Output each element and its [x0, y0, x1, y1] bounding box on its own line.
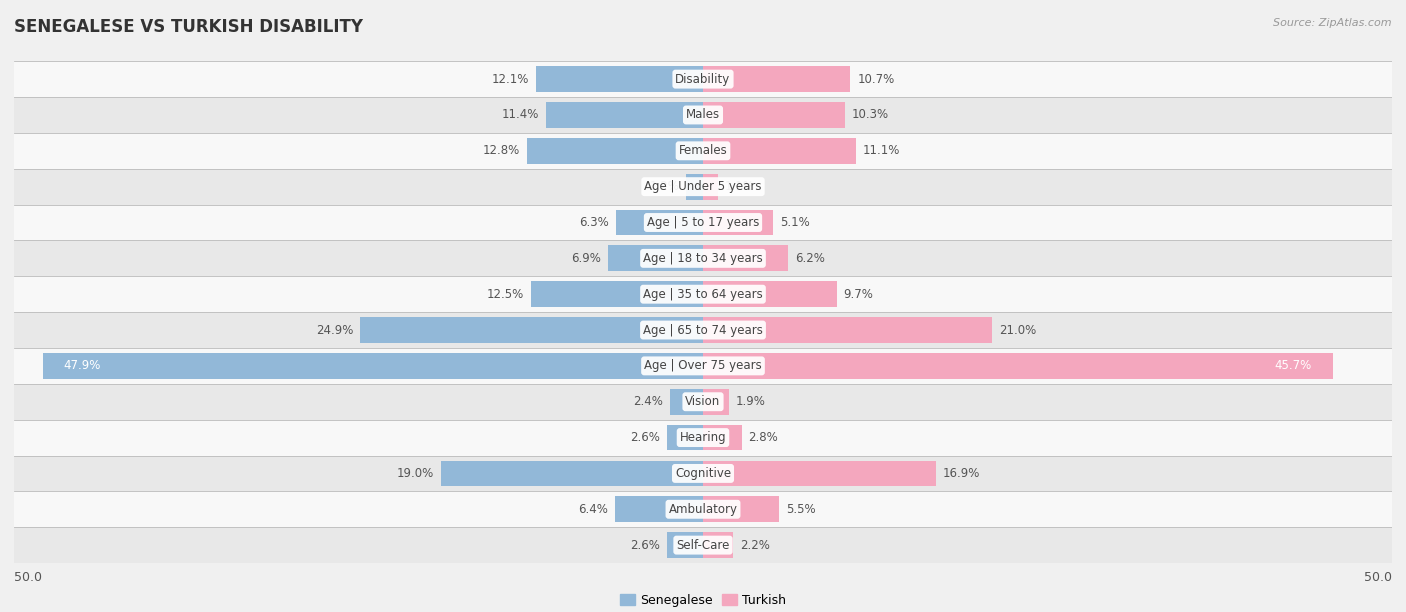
Bar [703, 353, 1333, 379]
Text: 1.2%: 1.2% [650, 180, 679, 193]
Text: 1.1%: 1.1% [725, 180, 755, 193]
Bar [703, 389, 730, 415]
Legend: Senegalese, Turkish: Senegalese, Turkish [614, 589, 792, 612]
Bar [703, 532, 734, 558]
Bar [536, 66, 703, 92]
Bar [703, 66, 851, 92]
Text: 6.2%: 6.2% [796, 252, 825, 265]
Text: 2.8%: 2.8% [748, 431, 778, 444]
Text: Age | 35 to 64 years: Age | 35 to 64 years [643, 288, 763, 300]
Text: 6.3%: 6.3% [579, 216, 609, 229]
Text: 12.8%: 12.8% [482, 144, 520, 157]
Text: 2.6%: 2.6% [630, 539, 661, 551]
Text: 5.1%: 5.1% [780, 216, 810, 229]
Bar [703, 102, 845, 128]
Bar [14, 169, 1392, 204]
Text: 5.5%: 5.5% [786, 503, 815, 516]
Text: Age | Over 75 years: Age | Over 75 years [644, 359, 762, 372]
Text: 50.0: 50.0 [14, 571, 42, 584]
Bar [360, 317, 703, 343]
Text: 12.1%: 12.1% [492, 73, 530, 86]
Text: 2.4%: 2.4% [633, 395, 664, 408]
Bar [531, 282, 703, 307]
Text: Self-Care: Self-Care [676, 539, 730, 551]
Bar [668, 532, 703, 558]
Text: 11.1%: 11.1% [863, 144, 900, 157]
Bar [14, 527, 1392, 563]
Bar [607, 245, 703, 271]
Text: 24.9%: 24.9% [315, 324, 353, 337]
Text: 19.0%: 19.0% [396, 467, 434, 480]
Bar [703, 425, 741, 450]
Bar [686, 174, 703, 200]
Text: 2.6%: 2.6% [630, 431, 661, 444]
Bar [14, 276, 1392, 312]
Bar [14, 312, 1392, 348]
Text: 6.9%: 6.9% [571, 252, 600, 265]
Bar [44, 353, 703, 379]
Text: Age | Under 5 years: Age | Under 5 years [644, 180, 762, 193]
Bar [527, 138, 703, 164]
Bar [703, 496, 779, 522]
Text: 21.0%: 21.0% [1000, 324, 1036, 337]
Text: 16.9%: 16.9% [943, 467, 980, 480]
Text: Source: ZipAtlas.com: Source: ZipAtlas.com [1274, 18, 1392, 28]
Bar [14, 61, 1392, 97]
Bar [14, 491, 1392, 527]
Bar [703, 209, 773, 236]
Bar [668, 425, 703, 450]
Bar [14, 455, 1392, 491]
Text: 10.7%: 10.7% [858, 73, 894, 86]
Text: 2.2%: 2.2% [740, 539, 770, 551]
Text: Ambulatory: Ambulatory [668, 503, 738, 516]
Text: SENEGALESE VS TURKISH DISABILITY: SENEGALESE VS TURKISH DISABILITY [14, 18, 363, 36]
Text: 12.5%: 12.5% [486, 288, 524, 300]
Bar [703, 282, 837, 307]
Bar [616, 209, 703, 236]
Text: Age | 5 to 17 years: Age | 5 to 17 years [647, 216, 759, 229]
Text: 11.4%: 11.4% [502, 108, 538, 121]
Text: 45.7%: 45.7% [1275, 359, 1312, 372]
Bar [703, 317, 993, 343]
Text: 9.7%: 9.7% [844, 288, 873, 300]
Text: 6.4%: 6.4% [578, 503, 607, 516]
Bar [614, 496, 703, 522]
Text: 50.0: 50.0 [1364, 571, 1392, 584]
Bar [703, 174, 718, 200]
Text: Females: Females [679, 144, 727, 157]
Bar [14, 384, 1392, 420]
Bar [14, 133, 1392, 169]
Bar [703, 460, 936, 487]
Bar [14, 348, 1392, 384]
Text: Age | 65 to 74 years: Age | 65 to 74 years [643, 324, 763, 337]
Bar [703, 138, 856, 164]
Bar [14, 420, 1392, 455]
Bar [546, 102, 703, 128]
Text: Males: Males [686, 108, 720, 121]
Bar [14, 97, 1392, 133]
Bar [703, 245, 789, 271]
Text: 1.9%: 1.9% [737, 395, 766, 408]
Bar [14, 241, 1392, 276]
Bar [669, 389, 703, 415]
Text: Disability: Disability [675, 73, 731, 86]
Text: 10.3%: 10.3% [852, 108, 889, 121]
Text: Vision: Vision [685, 395, 721, 408]
Bar [441, 460, 703, 487]
Text: Cognitive: Cognitive [675, 467, 731, 480]
Text: Hearing: Hearing [679, 431, 727, 444]
Text: Age | 18 to 34 years: Age | 18 to 34 years [643, 252, 763, 265]
Text: 47.9%: 47.9% [63, 359, 101, 372]
Bar [14, 204, 1392, 241]
